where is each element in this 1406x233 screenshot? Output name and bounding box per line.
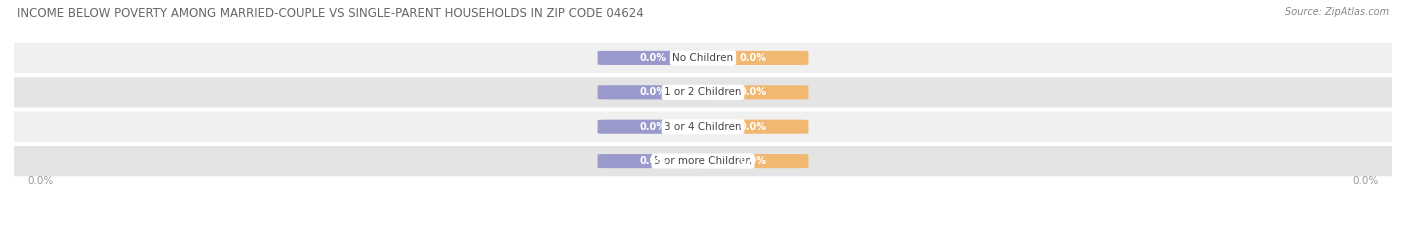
Text: 0.0%: 0.0% xyxy=(740,53,766,63)
FancyBboxPatch shape xyxy=(0,145,1406,177)
FancyBboxPatch shape xyxy=(699,154,808,168)
FancyBboxPatch shape xyxy=(699,85,808,99)
FancyBboxPatch shape xyxy=(0,42,1406,74)
FancyBboxPatch shape xyxy=(699,51,808,65)
Text: 0.0%: 0.0% xyxy=(1353,176,1378,186)
Text: 0.0%: 0.0% xyxy=(640,156,666,166)
FancyBboxPatch shape xyxy=(0,76,1406,109)
FancyBboxPatch shape xyxy=(598,51,707,65)
Text: 3 or 4 Children: 3 or 4 Children xyxy=(664,122,742,132)
Text: 0.0%: 0.0% xyxy=(640,53,666,63)
Text: INCOME BELOW POVERTY AMONG MARRIED-COUPLE VS SINGLE-PARENT HOUSEHOLDS IN ZIP COD: INCOME BELOW POVERTY AMONG MARRIED-COUPL… xyxy=(17,7,644,20)
Text: 0.0%: 0.0% xyxy=(740,156,766,166)
Text: 0.0%: 0.0% xyxy=(740,87,766,97)
FancyBboxPatch shape xyxy=(699,120,808,134)
FancyBboxPatch shape xyxy=(0,110,1406,143)
Text: 0.0%: 0.0% xyxy=(640,122,666,132)
Text: 5 or more Children: 5 or more Children xyxy=(654,156,752,166)
FancyBboxPatch shape xyxy=(598,120,707,134)
Text: 1 or 2 Children: 1 or 2 Children xyxy=(664,87,742,97)
Text: Source: ZipAtlas.com: Source: ZipAtlas.com xyxy=(1285,7,1389,17)
FancyBboxPatch shape xyxy=(598,154,707,168)
Text: No Children: No Children xyxy=(672,53,734,63)
FancyBboxPatch shape xyxy=(598,85,707,99)
Text: 0.0%: 0.0% xyxy=(740,122,766,132)
Text: 0.0%: 0.0% xyxy=(28,176,53,186)
Text: 0.0%: 0.0% xyxy=(640,87,666,97)
